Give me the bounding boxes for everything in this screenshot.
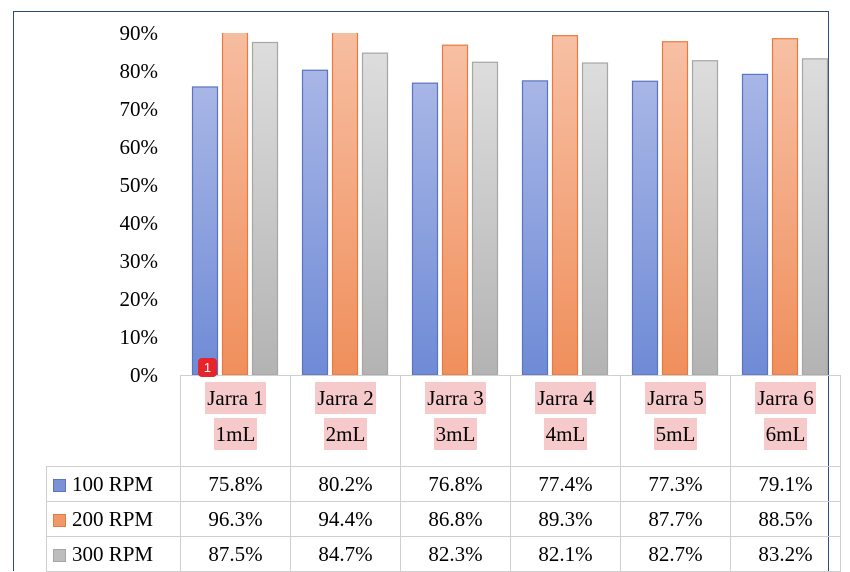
series-name: 300 RPM [72,542,154,566]
y-tick-label: 50% [120,173,159,197]
y-tick-label: 90% [120,21,159,45]
data-label: 96.3% [180,501,291,537]
data-label: 86.8% [400,501,511,537]
x-tick-label: 6mL [763,418,808,450]
legend-swatch [53,514,66,527]
data-label: 87.7% [620,501,731,537]
bar-200-rpm-4 [551,35,579,375]
data-label: 82.7% [620,536,731,572]
y-tick-label: 70% [120,97,159,121]
chart-frame [13,11,829,571]
bar-100-rpm-3 [411,82,439,375]
series-name: 200 RPM [72,507,154,531]
legend-entry: 100 RPM [46,466,181,502]
y-tick-label: 0% [130,363,158,387]
bar-200-rpm-6 [771,38,799,375]
data-label: 82.3% [400,536,511,572]
bar-200-rpm-5 [661,41,689,375]
legend-swatch [53,549,66,562]
x-tick-label: 1mL [213,418,258,450]
y-tick-label: 40% [120,211,159,235]
category-cell: Jarra 6 6mL [730,375,841,467]
data-table: Jarra 1 1mL Jarra 2 2mL Jarra 3 3mL Jarra 4 4mL… [46,375,841,572]
legend-swatch [53,479,66,492]
bar-300-rpm-6 [801,58,829,375]
category-row: Jarra 1 1mL Jarra 2 2mL Jarra 3 3mL Jarra 4 4mL… [47,375,841,467]
bar-300-rpm-3 [471,61,499,375]
bar-100-rpm-6 [741,73,769,375]
x-tick-label: 2mL [323,418,368,450]
table-row: 100 RPM 75.8% 80.2% 76.8% 77.4% 77.3% 79.1% [46,466,841,502]
data-label: 82.1% [510,536,621,572]
y-tick-label: 80% [120,59,159,83]
x-tick-label: 5mL [653,418,698,450]
y-tick-label: 60% [120,135,159,159]
series-name: 100 RPM [72,472,154,496]
annotation-marker[interactable]: 1 [198,358,217,377]
legend-entry: 200 RPM [46,501,181,537]
data-label: 75.8% [180,466,291,502]
bar-200-rpm-1 [221,33,249,375]
bar-100-rpm-5 [631,80,659,375]
bar-group [191,33,829,375]
table-row: 300 RPM 87.5% 84.7% 82.3% 82.1% 82.7% 83.2% [46,536,841,572]
bar-100-rpm-1 [191,86,219,375]
table-row: 200 RPM 96.3% 94.4% 86.8% 89.3% 87.7% 88.5% [46,501,841,537]
y-tick-label: 30% [120,249,159,273]
y-axis-ticks: 0% 10% 20% 30% 40% 50% 60% 70% 80% 90% [120,21,159,387]
legend-entry: 300 RPM [46,536,181,572]
x-tick-label: 3mL [433,418,478,450]
bar-100-rpm-4 [521,80,549,375]
category-cell: Jarra 1 1mL [180,375,291,467]
bar-200-rpm-2 [331,33,359,375]
table-corner [47,376,181,467]
bar-300-rpm-4 [581,62,609,375]
y-tick-label: 10% [120,325,159,349]
y-tick-label: 20% [120,287,159,311]
data-label: 89.3% [510,501,621,537]
bar-300-rpm-1 [251,41,279,375]
x-tick-label: Jarra 3 [425,382,486,414]
x-tick-label: 4mL [543,418,588,450]
bar-100-rpm-2 [301,69,329,375]
x-tick-label: Jarra 2 [315,382,376,414]
bar-300-rpm-2 [361,52,389,375]
data-label: 87.5% [180,536,291,572]
bar-200-rpm-3 [441,44,469,375]
data-label: 79.1% [730,466,841,502]
category-cell: Jarra 4 4mL [510,375,621,467]
x-tick-label: Jarra 1 [205,382,266,414]
data-label: 80.2% [290,466,401,502]
x-tick-label: Jarra 5 [645,382,706,414]
x-tick-label: Jarra 4 [535,382,596,414]
data-label: 84.7% [290,536,401,572]
category-cell: Jarra 5 5mL [620,375,731,467]
x-tick-label: Jarra 6 [755,382,816,414]
data-label: 88.5% [730,501,841,537]
data-label: 83.2% [730,536,841,572]
data-label: 76.8% [400,466,511,502]
category-cell: Jarra 2 2mL [290,375,401,467]
data-label: 77.4% [510,466,621,502]
data-label: 94.4% [290,501,401,537]
category-cell: Jarra 3 3mL [400,375,511,467]
bar-300-rpm-5 [691,60,719,375]
data-label: 77.3% [620,466,731,502]
